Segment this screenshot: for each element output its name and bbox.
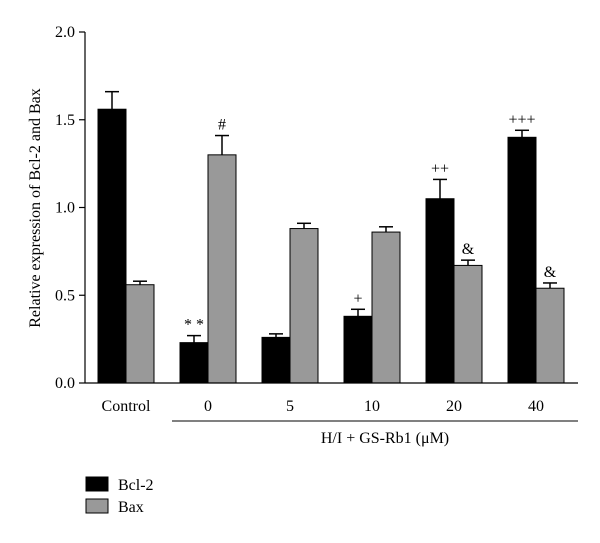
legend: Bcl-2 Bax (85, 476, 154, 516)
legend-label-bax: Bax (118, 499, 144, 516)
bar-bcl-2-3 (343, 315, 373, 384)
y-axis: 0.0 0.5 1.0 1.5 2.0 (55, 24, 86, 392)
x-tick-label: 10 (364, 398, 380, 415)
y-tick-label: 2.0 (55, 24, 75, 41)
bar-bcl-2-0 (97, 108, 127, 384)
bar-bax-2 (289, 228, 319, 384)
y-axis-label: Relative expression of Bcl-2 and Bax (27, 88, 44, 328)
significance-mark: + (353, 290, 362, 307)
significance-mark: & (462, 241, 475, 258)
y-tick-label: 1.5 (55, 112, 75, 129)
significance-mark: & (544, 264, 557, 281)
bar-bax-5 (535, 287, 565, 384)
x-tick-label: 5 (286, 398, 294, 415)
bar-bax-3 (371, 231, 401, 384)
bar-bcl-2-4 (425, 198, 455, 384)
x-tick-label: 0 (204, 398, 212, 415)
significance-mark: # (218, 117, 226, 134)
significance-mark: * * (184, 317, 204, 334)
bar-bcl-2-2 (261, 336, 291, 384)
x-tick-label: 40 (528, 398, 544, 415)
y-tick-label: 0.5 (55, 287, 75, 304)
legend-label-bcl-2: Bcl-2 (118, 477, 154, 494)
significance-mark: ++ (431, 160, 449, 177)
y-tick-label: 0.0 (55, 375, 75, 392)
bar-bcl-2-1 (179, 342, 209, 384)
x-axis: Control 0 5 10 20 40 (85, 382, 578, 415)
bar-bcl-2-5 (507, 136, 537, 384)
bars-group: * *#+++&+++& (97, 90, 565, 384)
x-tick-label: 20 (446, 398, 462, 415)
significance-mark: +++ (508, 111, 535, 128)
bar-bax-1 (207, 154, 237, 384)
bar-bax-0 (125, 284, 155, 384)
x-tick-label: Control (102, 398, 151, 415)
legend-swatch-bax (85, 498, 109, 514)
bar-bax-4 (453, 264, 483, 384)
y-tick-label: 1.0 (55, 200, 75, 217)
group-label: H/I + GS-Rb1 (μM) (321, 430, 449, 447)
legend-swatch-bcl-2 (85, 476, 109, 492)
